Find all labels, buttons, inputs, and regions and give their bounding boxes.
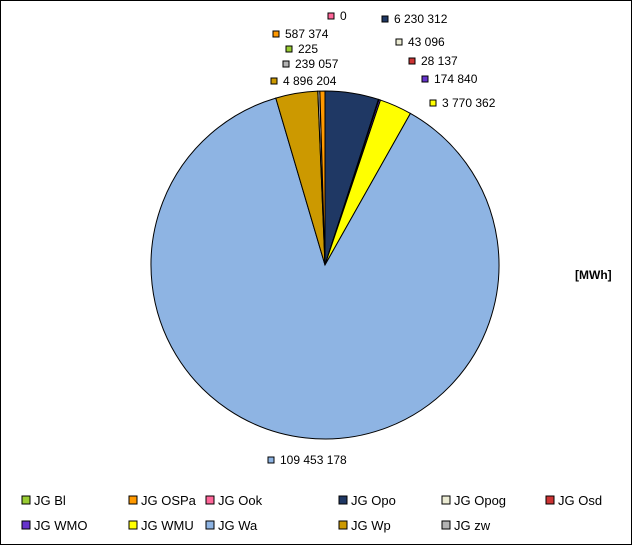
- unit-label: [MWh]: [575, 268, 612, 282]
- legend-swatch: [128, 495, 138, 505]
- data-label-jg-wp: 4 896 204: [283, 74, 337, 88]
- legend: JG Bl JG OSPa JG Ook JG Opo JG Opog JG Osd JG …: [21, 493, 602, 533]
- data-label-jg-opog: 43 096: [408, 35, 445, 49]
- legend-item-jg-wmo: JG WMO: [21, 518, 87, 533]
- data-label-key-jg-ook: [327, 12, 335, 20]
- legend-swatch: [21, 495, 31, 505]
- legend-label: JG Wp: [351, 518, 391, 533]
- legend-item-jg-zw: JG zw: [441, 518, 491, 533]
- legend-item-jg-wa: JG Wa: [205, 518, 258, 533]
- legend-swatch: [338, 520, 348, 530]
- legend-label: JG WMU: [141, 518, 194, 533]
- legend-label: JG OSPa: [141, 493, 197, 508]
- data-label-jg-ook: 0: [340, 9, 347, 23]
- data-label-key-jg-ospa: [272, 30, 280, 38]
- legend-label: JG Bl: [34, 493, 66, 508]
- pie-slices: [150, 90, 500, 440]
- legend-item-jg-wp: JG Wp: [338, 518, 391, 533]
- pie-slice-jg-wa: [150, 97, 500, 440]
- data-label-key-jg-zw: [282, 60, 290, 68]
- data-label-jg-wmo: 174 840: [434, 72, 478, 86]
- data-label-key-jg-opog: [395, 38, 403, 46]
- legend-swatch: [441, 520, 451, 530]
- legend-swatch: [545, 495, 555, 505]
- legend-swatch: [441, 495, 451, 505]
- legend-item-jg-ook: JG Ook: [205, 493, 263, 508]
- legend-item-jg-opo: JG Opo: [338, 493, 396, 508]
- data-label-jg-zw: 239 057: [295, 57, 339, 71]
- legend-label: JG Osd: [558, 493, 602, 508]
- pie-slice-jg-ospa: [319, 90, 326, 266]
- legend-item-jg-wmu: JG WMU: [128, 518, 194, 533]
- data-label-key-jg-wp: [270, 77, 278, 85]
- legend-label: JG Wa: [218, 518, 258, 533]
- legend-swatch: [205, 495, 215, 505]
- legend-item-jg-bl: JG Bl: [21, 493, 66, 508]
- data-label-jg-osd: 28 137: [421, 54, 458, 68]
- data-label-jg-wmu: 3 770 362: [442, 96, 496, 110]
- legend-label: JG Ook: [218, 493, 263, 508]
- legend-swatch: [338, 495, 348, 505]
- data-label-key-jg-bl: [285, 45, 293, 53]
- legend-label: JG zw: [454, 518, 491, 533]
- legend-swatch: [128, 520, 138, 530]
- data-label-key-jg-wa: [267, 456, 275, 464]
- data-label-key-jg-wmu: [429, 99, 437, 107]
- legend-item-jg-opog: JG Opog: [441, 493, 506, 508]
- legend-swatch: [205, 520, 215, 530]
- data-label-key-jg-opo: [381, 15, 389, 23]
- data-label-key-jg-wmo: [421, 75, 429, 83]
- data-label-key-jg-osd: [408, 57, 416, 65]
- data-label-jg-bl: 225: [298, 42, 318, 56]
- legend-label: JG Opog: [454, 493, 506, 508]
- legend-item-jg-osd: JG Osd: [545, 493, 602, 508]
- legend-label: JG WMO: [34, 518, 87, 533]
- legend-item-jg-ospa: JG OSPa: [128, 493, 197, 508]
- data-label-jg-opo: 6 230 312: [394, 12, 448, 26]
- data-label-jg-wa: 109 453 178: [280, 453, 347, 467]
- legend-label: JG Opo: [351, 493, 396, 508]
- data-label-jg-ospa: 587 374: [285, 27, 329, 41]
- legend-swatch: [21, 520, 31, 530]
